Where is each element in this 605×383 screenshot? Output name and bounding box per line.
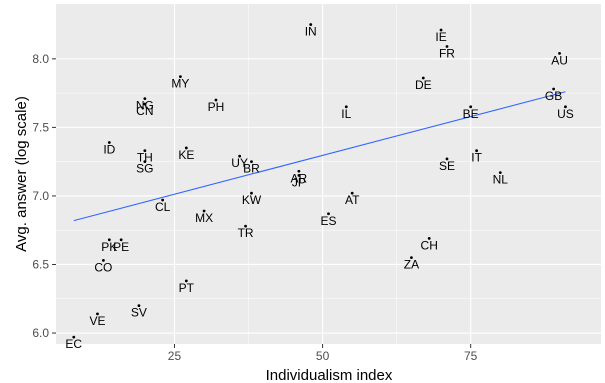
data-point <box>564 105 567 109</box>
data-point <box>179 75 182 79</box>
grid-lines <box>56 4 601 344</box>
data-point <box>297 169 301 173</box>
data-point <box>119 238 123 242</box>
x-tick-label: 25 <box>168 349 182 363</box>
data-point-label: AU <box>551 53 568 67</box>
data-point-label: ES <box>320 214 336 228</box>
data-point-label: GB <box>545 89 562 103</box>
y-tick-label: 6.0 <box>32 326 49 340</box>
data-point <box>350 191 354 195</box>
data-point-label: PK <box>101 240 117 254</box>
data-point <box>143 102 147 106</box>
data-point-label: PE <box>113 240 129 254</box>
data-point <box>101 258 105 262</box>
data-point <box>327 212 330 216</box>
y-axis-title: Avg. answer (log scale) <box>13 96 30 252</box>
data-point-label: UY <box>231 156 248 170</box>
data-point-label: CN <box>136 104 153 118</box>
data-point <box>214 98 218 102</box>
data-point-label: ZA <box>404 258 419 272</box>
data-point-label: BR <box>243 162 260 176</box>
data-point-label: PT <box>179 281 195 295</box>
data-point-label: MY <box>171 77 189 91</box>
data-point-label: NL <box>493 173 509 187</box>
data-point <box>475 149 478 153</box>
data-point <box>143 97 147 100</box>
data-point-label: NG <box>136 99 154 113</box>
data-point-label: TH <box>137 151 153 165</box>
data-point <box>250 160 253 164</box>
data-point-label: SV <box>131 306 147 320</box>
data-point <box>344 105 348 109</box>
data-point-label: CH <box>421 238 438 252</box>
data-point <box>143 149 147 153</box>
data-point <box>184 279 188 283</box>
data-point-label: DE <box>415 78 432 92</box>
trend-line <box>73 91 566 222</box>
data-point-label: PH <box>208 100 225 114</box>
data-point <box>72 335 76 339</box>
data-point-label: IE <box>435 30 446 44</box>
data-point-label: KW <box>242 193 262 207</box>
y-tick-label: 7.0 <box>32 189 49 203</box>
plot-panel <box>56 4 601 344</box>
x-axis-title: Individualism index <box>266 367 393 383</box>
data-point-label: VE <box>89 314 105 328</box>
data-point-label: ID <box>103 142 115 156</box>
data-point <box>498 171 502 175</box>
data-point <box>244 224 247 228</box>
data-point <box>184 146 188 150</box>
data-point-label: TR <box>238 226 254 240</box>
data-point-label: AR <box>291 171 308 185</box>
y-tick-label: 6.5 <box>32 257 49 271</box>
data-point-label: BE <box>463 107 479 121</box>
data-point <box>238 154 242 158</box>
data-point-label: IN <box>305 25 317 39</box>
data-point-label: AT <box>345 193 360 207</box>
data-point-label: FR <box>439 47 455 61</box>
data-point <box>202 209 206 213</box>
data-point <box>96 312 99 316</box>
trend-line-group <box>73 91 566 222</box>
data-point-label: US <box>557 107 574 121</box>
data-point-label: EC <box>65 337 82 351</box>
data-point <box>250 191 253 195</box>
axes: 25 50 75 6.0 6.5 7.0 7.5 8.0 <box>32 52 477 363</box>
data-point <box>137 304 141 308</box>
data-point-label: IL <box>341 107 351 121</box>
data-point-label: CO <box>94 260 112 274</box>
data-point <box>469 105 473 109</box>
data-point <box>410 256 413 260</box>
data-point <box>558 51 561 55</box>
data-point-label: IT <box>471 151 482 165</box>
data-point <box>445 45 449 48</box>
data-point <box>421 76 425 80</box>
data-point <box>297 173 301 177</box>
data-point <box>309 23 313 26</box>
x-tick-label: 75 <box>464 349 478 363</box>
data-point <box>427 237 431 240</box>
data-point <box>445 157 449 161</box>
x-tick-label: 50 <box>316 349 330 363</box>
data-points <box>72 23 567 339</box>
data-point <box>107 141 111 144</box>
data-point <box>143 160 147 164</box>
data-point-label: SE <box>439 159 455 173</box>
data-point <box>161 198 165 202</box>
data-point-label: KE <box>178 148 194 162</box>
data-point-label: SG <box>136 162 153 176</box>
data-point <box>439 28 443 32</box>
data-point-label: MX <box>195 211 213 225</box>
data-point <box>552 87 556 91</box>
y-tick-label: 7.5 <box>32 120 49 134</box>
data-point-label: CL <box>155 200 171 214</box>
y-tick-label: 8.0 <box>32 52 49 66</box>
data-point <box>107 238 111 242</box>
data-point-label: JP <box>292 175 306 189</box>
